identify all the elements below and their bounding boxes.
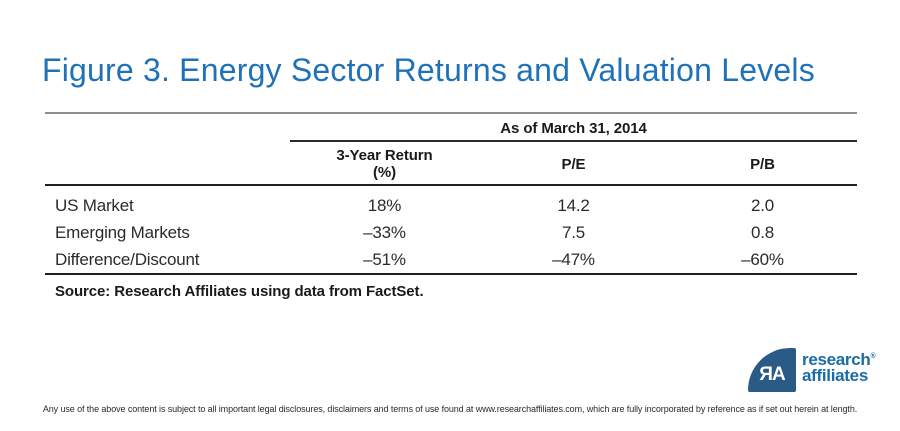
- table-cell: –47%: [552, 249, 595, 269]
- logo-word-research: research: [802, 350, 871, 369]
- header-cell-3yr-return: 3-Year Return (%): [290, 144, 479, 184]
- table-row-difference-discount: Difference/Discount –51% –47% –60%: [45, 246, 857, 273]
- table-group-header: As of March 31, 2014: [500, 119, 647, 137]
- row-label: US Market: [55, 195, 134, 215]
- table-header-row: 3-Year Return (%) P/E P/B: [45, 144, 857, 184]
- ra-monogram-icon: ЯA: [748, 348, 796, 392]
- table-cell: –60%: [741, 249, 784, 269]
- table-cell: 0.8: [750, 222, 775, 242]
- table-top-rule: [45, 112, 857, 114]
- table-cell: –51%: [363, 249, 406, 269]
- header-cell-pb: P/B: [668, 144, 857, 184]
- row-label: Emerging Markets: [55, 222, 190, 242]
- registered-trademark-icon: ®: [870, 353, 876, 360]
- table-cell: 18%: [367, 195, 402, 215]
- table-cell: 7.5: [561, 222, 586, 242]
- header-3yr-line1: 3-Year Return: [336, 147, 433, 164]
- table-cell: 2.0: [750, 195, 775, 215]
- table-row-us-market: US Market 18% 14.2 2.0: [45, 192, 857, 219]
- table-bottom-rule: [45, 273, 857, 275]
- figure-title: Figure 3. Energy Sector Returns and Valu…: [42, 52, 815, 88]
- header-3yr-line2: (%): [372, 164, 397, 181]
- table-cell: –33%: [363, 222, 406, 242]
- header-pb-label: P/B: [750, 155, 775, 173]
- table-body: US Market 18% 14.2 2.0 Emerging Markets …: [45, 192, 857, 273]
- row-label: Difference/Discount: [55, 249, 200, 269]
- logo-wordmark: research® affiliates: [802, 350, 876, 385]
- header-cell-pe: P/E: [479, 144, 668, 184]
- legal-disclaimer: Any use of the above content is subject …: [42, 404, 858, 414]
- logo-word-affiliates: affiliates: [802, 366, 868, 385]
- table-cell: 14.2: [557, 195, 590, 215]
- header-cell-empty: [45, 144, 290, 184]
- ra-monogram-letters: ЯA: [759, 364, 785, 385]
- header-bottom-rule: [45, 184, 857, 186]
- research-affiliates-logo: ЯA research® affiliates: [748, 348, 876, 392]
- table-row-emerging-markets: Emerging Markets –33% 7.5 0.8: [45, 219, 857, 246]
- header-pe-label: P/E: [561, 155, 586, 173]
- source-note: Source: Research Affiliates using data f…: [55, 283, 424, 300]
- group-header-underline: [290, 140, 857, 142]
